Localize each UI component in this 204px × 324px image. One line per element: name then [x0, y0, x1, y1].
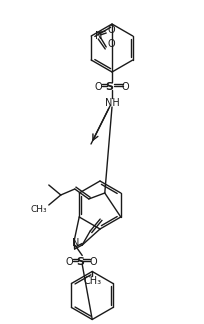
Text: N: N: [95, 31, 103, 41]
Text: O: O: [107, 25, 115, 35]
Text: CH₃: CH₃: [83, 276, 101, 286]
Text: O: O: [107, 39, 115, 49]
Text: O: O: [65, 258, 73, 268]
Text: N: N: [72, 238, 79, 249]
Text: S: S: [76, 258, 84, 268]
Text: CH₃: CH₃: [30, 204, 47, 214]
Text: O: O: [121, 82, 129, 92]
Text: O: O: [89, 258, 97, 268]
Text: NH: NH: [105, 98, 119, 108]
Text: O: O: [94, 82, 102, 92]
Text: S: S: [105, 82, 113, 92]
